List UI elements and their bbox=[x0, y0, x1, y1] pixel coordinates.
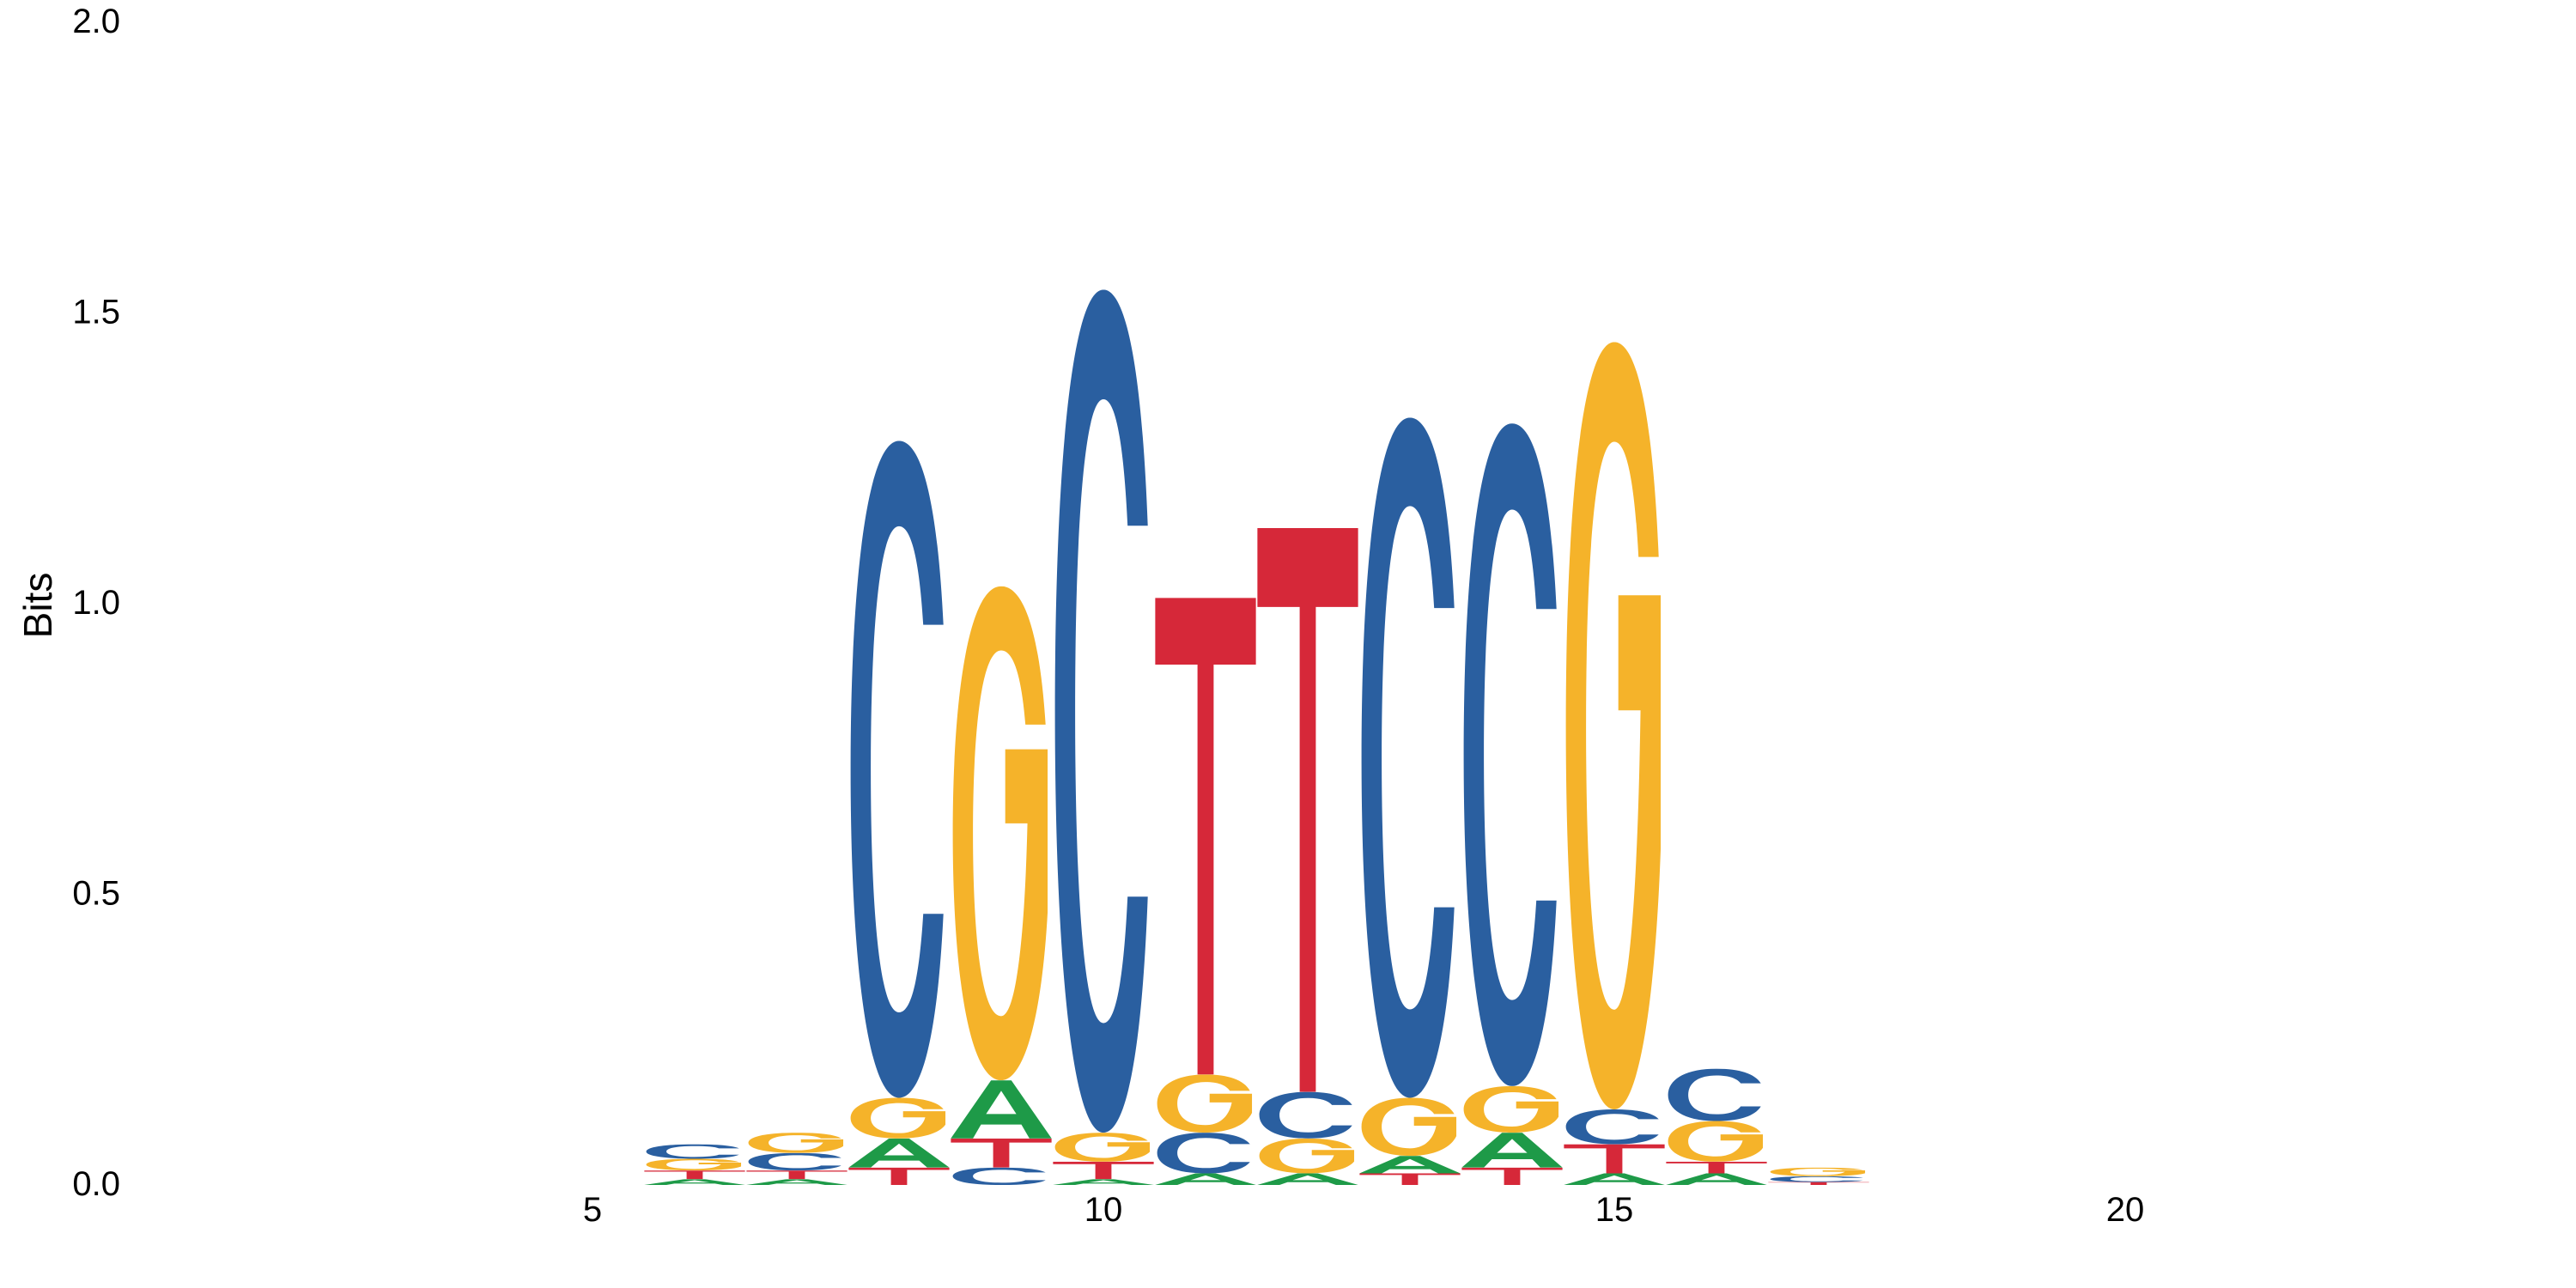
logo-column-17 bbox=[1768, 1167, 1869, 1185]
letter-G-pos-16 bbox=[1668, 1121, 1764, 1162]
y-axis-ticks: 0.0 0.5 1.0 1.5 2.0 bbox=[72, 3, 120, 1203]
x-tick-label: 5 bbox=[583, 1191, 602, 1229]
letter-T-pos-12 bbox=[1257, 527, 1358, 1092]
letter-C-pos-10 bbox=[1054, 289, 1148, 1133]
letter-G-pos-10 bbox=[1054, 1133, 1151, 1162]
letter-G-pos-17 bbox=[1770, 1167, 1866, 1176]
letter-G-pos-11 bbox=[1157, 1074, 1253, 1133]
letter-C-pos-8 bbox=[850, 440, 944, 1098]
y-tick-label: 0.5 bbox=[72, 875, 120, 913]
letter-T-pos-7 bbox=[746, 1170, 848, 1180]
letter-T-pos-17 bbox=[1768, 1182, 1869, 1185]
letter-A-pos-15 bbox=[1564, 1173, 1665, 1185]
logo-column-14 bbox=[1461, 423, 1563, 1185]
letter-A-pos-14 bbox=[1461, 1133, 1563, 1168]
letter-C-pos-11 bbox=[1157, 1133, 1250, 1174]
letter-A-pos-7 bbox=[746, 1179, 848, 1185]
letter-T-pos-16 bbox=[1666, 1161, 1767, 1174]
letter-G-pos-7 bbox=[748, 1133, 844, 1153]
letter-G-pos-13 bbox=[1361, 1097, 1457, 1157]
logo-column-10 bbox=[1053, 289, 1154, 1185]
letter-T-pos-14 bbox=[1461, 1167, 1563, 1185]
letter-A-pos-13 bbox=[1359, 1156, 1461, 1174]
letter-G-pos-6 bbox=[646, 1158, 742, 1171]
letter-T-pos-15 bbox=[1564, 1144, 1665, 1174]
letter-C-pos-7 bbox=[748, 1152, 841, 1171]
x-tick-label: 15 bbox=[1595, 1191, 1634, 1229]
letter-A-pos-8 bbox=[848, 1138, 950, 1168]
y-tick-label: 2.0 bbox=[72, 3, 120, 40]
letter-A-pos-10 bbox=[1053, 1179, 1154, 1185]
x-tick-label: 10 bbox=[1084, 1191, 1123, 1229]
letter-C-pos-12 bbox=[1259, 1091, 1352, 1139]
logo-column-13 bbox=[1359, 417, 1461, 1185]
letter-A-pos-16 bbox=[1666, 1173, 1767, 1185]
letter-G-pos-8 bbox=[850, 1097, 946, 1139]
logo-column-6 bbox=[644, 1144, 745, 1185]
logo-column-11 bbox=[1155, 598, 1256, 1185]
logo-column-15 bbox=[1564, 342, 1665, 1185]
y-axis-label: Bits bbox=[15, 573, 60, 639]
letter-C-pos-16 bbox=[1668, 1068, 1761, 1121]
logo-column-7 bbox=[746, 1133, 848, 1185]
letter-G-pos-12 bbox=[1259, 1138, 1355, 1174]
letter-C-pos-6 bbox=[646, 1144, 739, 1159]
letter-G-pos-14 bbox=[1463, 1085, 1559, 1133]
letter-G-pos-15 bbox=[1565, 342, 1662, 1109]
letter-T-pos-6 bbox=[644, 1170, 745, 1180]
letter-T-pos-10 bbox=[1053, 1161, 1154, 1180]
x-tick-label: 20 bbox=[2106, 1191, 2145, 1229]
letter-T-pos-8 bbox=[848, 1167, 950, 1185]
logo-column-12 bbox=[1257, 527, 1358, 1185]
letter-A-pos-9 bbox=[951, 1080, 1052, 1139]
letter-C-pos-9 bbox=[952, 1167, 1046, 1185]
letter-T-pos-13 bbox=[1359, 1173, 1461, 1185]
letter-A-pos-11 bbox=[1155, 1173, 1256, 1185]
y-tick-label: 0.0 bbox=[72, 1165, 120, 1203]
letter-T-pos-9 bbox=[951, 1138, 1052, 1168]
y-tick-label: 1.0 bbox=[72, 584, 120, 622]
letter-C-pos-17 bbox=[1770, 1176, 1863, 1182]
logo-column-9 bbox=[951, 586, 1052, 1185]
letter-A-pos-6 bbox=[644, 1179, 745, 1185]
logo-column-8 bbox=[848, 440, 950, 1185]
x-axis-ticks: 5 10 15 20 bbox=[583, 1191, 2144, 1229]
letter-C-pos-14 bbox=[1463, 423, 1557, 1086]
y-tick-label: 1.5 bbox=[72, 294, 120, 331]
logo-stacks bbox=[644, 289, 1869, 1185]
letter-G-pos-9 bbox=[952, 586, 1048, 1081]
letter-T-pos-11 bbox=[1155, 598, 1256, 1075]
logo-column-16 bbox=[1666, 1068, 1767, 1185]
letter-A-pos-12 bbox=[1257, 1173, 1358, 1185]
letter-C-pos-13 bbox=[1361, 417, 1455, 1098]
letter-C-pos-15 bbox=[1565, 1109, 1659, 1145]
